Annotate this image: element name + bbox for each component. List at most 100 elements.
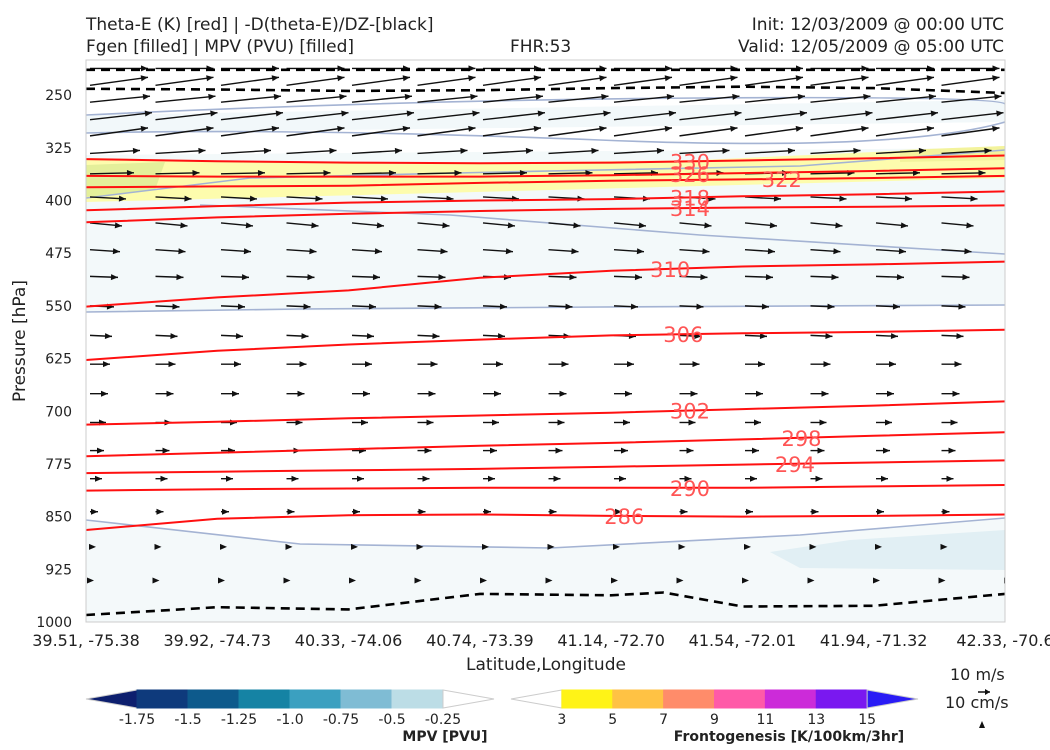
wind-vector-head [549,508,557,515]
theta-e-label: 318 [670,186,710,210]
wind-vector-head [795,125,803,132]
wind-vector-head [1014,448,1021,454]
wind-vector-head [402,125,410,132]
wind-vector-head [434,303,442,310]
wind-vector-head [621,447,628,454]
wind-vector-head [95,475,102,482]
wind-vector-head [1018,391,1025,397]
wind-vector [679,127,738,137]
wind-vector-head [996,110,1004,117]
wind-vector-head [361,419,368,426]
wind-vector [1007,77,1050,85]
wind-vector [220,172,266,175]
wind-vector [875,172,921,175]
y-tick-label: 400 [45,194,72,210]
wind-vector-head [440,248,448,255]
wind-vector-head [744,543,751,550]
wind-vector-head [690,390,698,397]
wind-vector-head [668,110,676,117]
wind-vector-head [547,543,555,550]
wind-vector-head [406,110,414,117]
theta-e-label: 294 [775,453,815,477]
wind-vector [875,149,927,155]
wind-vector-head [732,93,740,100]
wind-vector-head [283,577,291,584]
wind-vector-head [627,361,634,368]
x-tick-label: 42.33, -70.6 [956,631,1050,650]
wind-vector-head [273,93,281,100]
wind-vector-head [368,303,376,310]
wind-vector [613,76,673,86]
wind-vector-head [315,195,323,202]
wind-vector-head [339,93,347,100]
wind-vector-head [303,303,311,310]
mpv-colorbar-label: MPV [PVU] [402,729,487,745]
wind-vector [941,149,992,155]
wind-vector [1007,223,1039,226]
wind-vector [1007,276,1035,277]
wind-vector-head [769,222,777,229]
wind-vector-head [206,75,214,82]
wind-vector-head [494,390,501,397]
wind-vector-head [877,508,884,515]
wind-vector-head [555,447,563,454]
wind-vector-head [490,447,497,454]
wind-vector-head [758,361,765,368]
wind-vector-head [337,65,345,72]
wind-vector [875,76,935,86]
colorbar-segment [764,689,817,709]
theta-e-label: 310 [650,258,690,282]
wind-vector-head [835,222,843,229]
colorbar-segment [391,689,444,709]
wind-vector [286,149,337,155]
wind-vector-head [232,390,239,397]
wind-vector [875,127,935,137]
wind-vector [810,112,873,121]
y-tick-label: 925 [45,562,72,578]
wind-vector-head [468,65,476,72]
wind-vector-head [519,169,527,176]
wind-vector-head [946,475,954,482]
wind-vector-head [890,333,898,340]
wind-vector-head [507,222,515,229]
wind-vector [613,172,659,175]
colorbar-segment [187,689,240,709]
colorbar-segment [238,689,291,709]
y-axis-ticks: 250 325 400 475 550 625 700 775 850 925 1000 [36,88,72,631]
colorbar-tick-label: 11 [756,712,774,728]
wind-vector-head [210,110,218,117]
wind-vector-head [795,75,803,82]
mpv-fill-lower [86,518,1005,622]
wind-vector [155,95,216,103]
wind-vector-head [144,110,152,117]
wind-vector-head [249,195,257,202]
wind-vector-head [376,222,384,229]
wind-vector-head [819,419,827,426]
wind-vector-head [222,508,229,515]
wind-vector-head [678,543,686,550]
wind-vector-head [388,169,396,176]
wind-vector-head [299,361,307,368]
wind-vector-head [797,93,805,100]
wind-vector-head [702,248,710,255]
wind-vector-head [226,475,233,482]
wind-vector-head [422,475,430,482]
wind-vector-head [938,577,946,584]
wind-vector-head [1012,476,1019,482]
wind-vector-head [418,508,426,515]
wind-vector-head [746,508,753,515]
x-tick-label: 40.74, -73.39 [426,631,534,650]
wind-vector-head [704,222,712,229]
wind-vector-head [861,65,869,72]
wind-vector-head [243,248,251,255]
theta-e-label: 302 [670,400,710,424]
wind-vector-head [428,390,436,397]
wind-vector [613,112,677,121]
wind-vector [482,76,542,86]
y-tick-label: 625 [45,352,72,368]
wind-vector [810,95,871,103]
wind-vector-head [569,274,577,281]
wind-vector [1007,128,1050,136]
colorbar-tick-label: -1.25 [221,712,257,728]
theta-e-label: 286 [604,505,644,529]
